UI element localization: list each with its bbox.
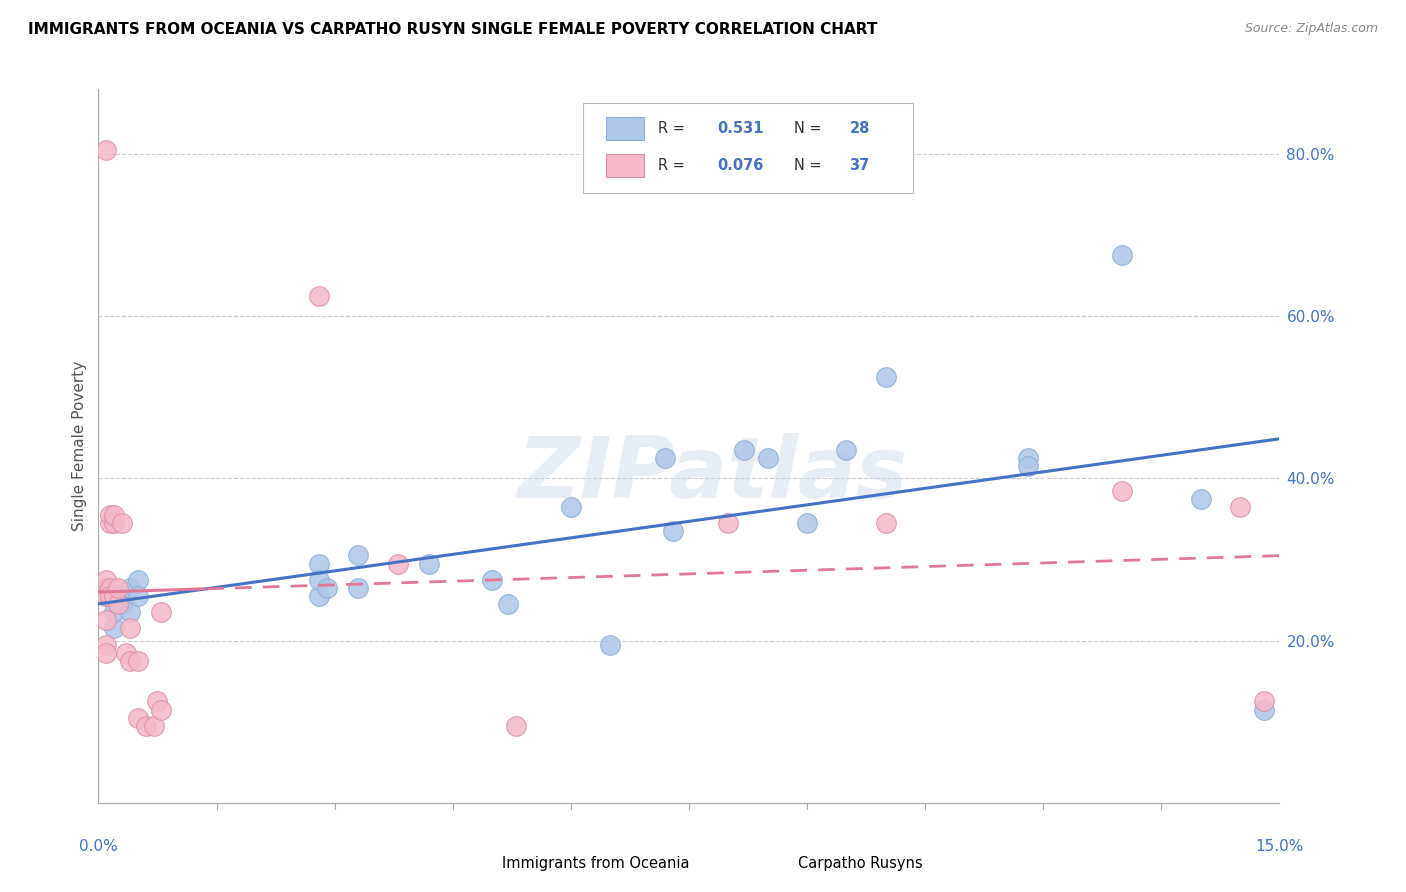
Text: Carpatho Rusyns: Carpatho Rusyns (797, 856, 922, 871)
Point (496, 597, 519, 611)
Point (96, 581, 118, 595)
Point (347, 581, 370, 595)
Point (796, 516, 818, 530)
Point (308, 557, 330, 571)
Point (418, 557, 440, 571)
Point (118, 581, 141, 595)
Point (875, 516, 897, 530)
Point (387, 557, 409, 571)
Point (835, 443, 858, 458)
FancyBboxPatch shape (606, 154, 644, 177)
Point (103, 508, 125, 522)
Point (1017, 459, 1039, 474)
Point (115, 646, 138, 660)
Point (98, 516, 121, 530)
Point (756, 451, 779, 466)
Text: N =: N = (794, 158, 827, 173)
Text: IMMIGRANTS FROM OCEANIA VS CARPATHO RUSYN SINGLE FEMALE POVERTY CORRELATION CHAR: IMMIGRANTS FROM OCEANIA VS CARPATHO RUSY… (28, 22, 877, 37)
Point (96, 573, 118, 587)
Point (150, 702, 173, 716)
FancyBboxPatch shape (748, 853, 783, 874)
Point (96, 646, 118, 660)
Text: 15.0%: 15.0% (1256, 839, 1303, 855)
Point (1253, 702, 1275, 716)
Point (1189, 491, 1212, 506)
Point (96, 589, 118, 603)
Point (96, 589, 118, 603)
Point (135, 719, 157, 733)
Point (127, 589, 149, 603)
Point (142, 719, 165, 733)
Point (662, 524, 685, 538)
FancyBboxPatch shape (606, 117, 644, 140)
FancyBboxPatch shape (453, 853, 488, 874)
Point (98, 508, 121, 522)
Point (308, 589, 330, 603)
Text: 0.531: 0.531 (717, 121, 763, 136)
Point (505, 719, 527, 733)
Point (308, 573, 330, 587)
Point (1253, 694, 1275, 708)
Point (654, 451, 676, 466)
Point (96, 143, 118, 157)
Y-axis label: Single Female Poverty: Single Female Poverty (72, 361, 87, 531)
Point (103, 605, 125, 619)
Point (118, 654, 141, 668)
Text: 0.0%: 0.0% (79, 839, 118, 855)
Point (103, 622, 125, 636)
Text: R =: R = (658, 121, 690, 136)
Point (150, 605, 173, 619)
Point (98, 589, 121, 603)
Point (111, 516, 134, 530)
Point (347, 549, 370, 563)
Point (107, 597, 129, 611)
Point (1017, 451, 1039, 466)
Point (127, 573, 149, 587)
Point (146, 694, 169, 708)
Text: R =: R = (658, 158, 690, 173)
Point (875, 370, 897, 384)
Point (1229, 500, 1251, 514)
Point (1111, 483, 1133, 498)
Point (107, 581, 129, 595)
Point (1111, 248, 1133, 262)
Point (103, 589, 125, 603)
Point (599, 638, 621, 652)
Text: 28: 28 (849, 121, 870, 136)
Point (96, 613, 118, 627)
Text: Immigrants from Oceania: Immigrants from Oceania (502, 856, 690, 871)
Point (127, 654, 149, 668)
Text: 37: 37 (849, 158, 870, 173)
Point (315, 581, 337, 595)
Point (717, 516, 740, 530)
Point (118, 605, 141, 619)
Point (98, 581, 121, 595)
Point (96, 638, 118, 652)
Point (308, 289, 330, 303)
FancyBboxPatch shape (582, 103, 914, 193)
Text: ZIPatlas: ZIPatlas (517, 433, 908, 516)
Point (481, 573, 503, 587)
Point (560, 500, 582, 514)
Point (118, 622, 141, 636)
Point (111, 597, 134, 611)
Text: N =: N = (794, 121, 827, 136)
Text: 0.076: 0.076 (717, 158, 763, 173)
Point (103, 516, 125, 530)
Point (127, 711, 149, 725)
Point (733, 443, 755, 458)
Text: Source: ZipAtlas.com: Source: ZipAtlas.com (1244, 22, 1378, 36)
